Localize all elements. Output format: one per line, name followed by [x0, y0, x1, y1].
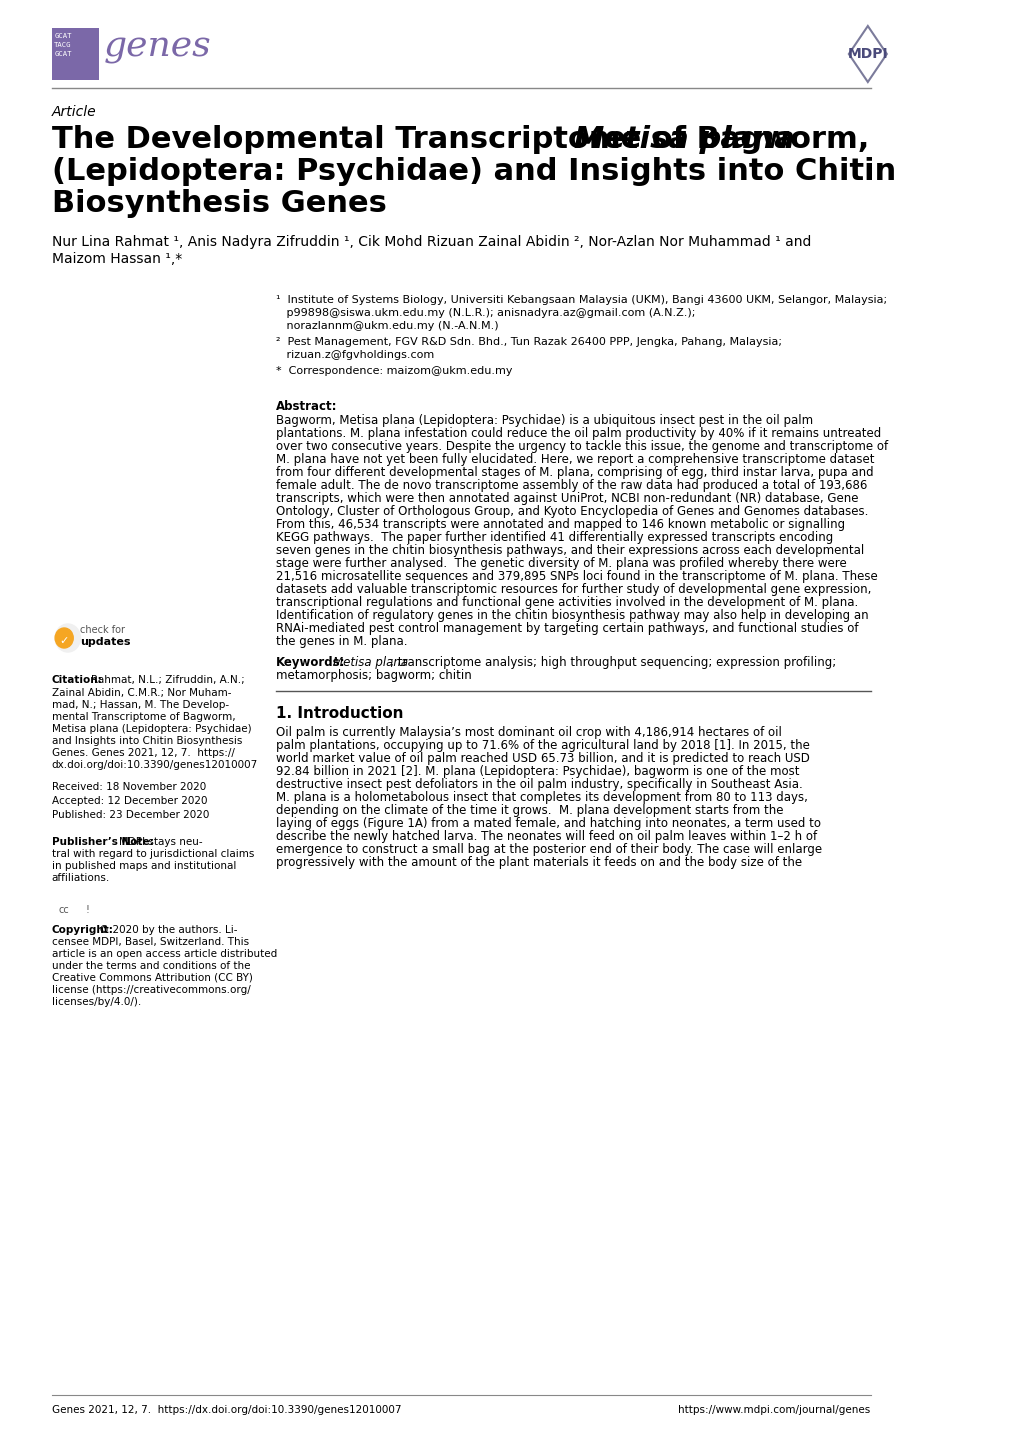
- Text: © 2020 by the authors. Li-: © 2020 by the authors. Li-: [99, 924, 236, 934]
- Text: cc: cc: [59, 906, 69, 916]
- Text: plantations. M. plana infestation could reduce the oil palm productivity by 40% : plantations. M. plana infestation could …: [275, 427, 880, 440]
- Text: censee MDPI, Basel, Switzerland. This: censee MDPI, Basel, Switzerland. This: [52, 937, 249, 947]
- Text: p99898@siswa.ukm.edu.my (N.L.R.); anisnadyra.az@gmail.com (A.N.Z.);: p99898@siswa.ukm.edu.my (N.L.R.); anisna…: [275, 309, 694, 319]
- Text: transcriptional regulations and functional gene activities involved in the devel: transcriptional regulations and function…: [275, 596, 857, 609]
- Text: Identification of regulatory genes in the chitin biosynthesis pathway may also h: Identification of regulatory genes in th…: [275, 609, 867, 622]
- Text: Received: 18 November 2020: Received: 18 November 2020: [52, 782, 206, 792]
- Text: under the terms and conditions of the: under the terms and conditions of the: [52, 960, 250, 970]
- Text: https://www.mdpi.com/journal/genes: https://www.mdpi.com/journal/genes: [678, 1405, 869, 1415]
- Text: Abstract:: Abstract:: [275, 399, 337, 412]
- Text: Published: 23 December 2020: Published: 23 December 2020: [52, 810, 209, 820]
- Text: *  Correspondence: maizom@ukm.edu.my: * Correspondence: maizom@ukm.edu.my: [275, 366, 512, 376]
- Text: Genes. Genes 2021, 12, 7.  https://: Genes. Genes 2021, 12, 7. https://: [52, 748, 234, 758]
- Text: updates: updates: [81, 637, 130, 647]
- Text: Citation:: Citation:: [52, 675, 102, 685]
- Text: !: !: [86, 906, 90, 916]
- Text: dx.doi.org/doi:10.3390/genes12010007: dx.doi.org/doi:10.3390/genes12010007: [52, 760, 258, 770]
- Text: license (https://creativecommons.org/: license (https://creativecommons.org/: [52, 985, 250, 995]
- Text: affiliations.: affiliations.: [52, 872, 110, 883]
- Text: over two consecutive years. Despite the urgency to tackle this issue, the genome: over two consecutive years. Despite the …: [275, 440, 887, 453]
- Text: Metisa plana (Lepidoptera: Psychidae): Metisa plana (Lepidoptera: Psychidae): [52, 724, 251, 734]
- Text: Nur Lina Rahmat ¹, Anis Nadyra Zifruddin ¹, Cik Mohd Rizuan Zainal Abidin ², Nor: Nur Lina Rahmat ¹, Anis Nadyra Zifruddin…: [52, 235, 810, 249]
- Text: From this, 46,534 transcripts were annotated and mapped to 146 known metabolic o: From this, 46,534 transcripts were annot…: [275, 518, 844, 531]
- Text: transcripts, which were then annotated against UniProt, NCBI non-redundant (NR) : transcripts, which were then annotated a…: [275, 492, 857, 505]
- Text: Creative Commons Attribution (CC BY): Creative Commons Attribution (CC BY): [52, 973, 252, 983]
- Text: Ontology, Cluster of Orthologous Group, and Kyoto Encyclopedia of Genes and Geno: Ontology, Cluster of Orthologous Group, …: [275, 505, 867, 518]
- Text: 92.84 billion in 2021 [2]. M. plana (Lepidoptera: Psychidae), bagworm is one of : 92.84 billion in 2021 [2]. M. plana (Lep…: [275, 766, 799, 779]
- Text: GCAT: GCAT: [54, 50, 71, 58]
- Text: the genes in M. plana.: the genes in M. plana.: [275, 634, 407, 647]
- Text: Biosynthesis Genes: Biosynthesis Genes: [52, 189, 386, 218]
- Text: Zainal Abidin, C.M.R.; Nor Muham-: Zainal Abidin, C.M.R.; Nor Muham-: [52, 688, 230, 698]
- Text: destructive insect pest defoliators in the oil palm industry, specifically in So: destructive insect pest defoliators in t…: [275, 779, 802, 792]
- Text: Copyright:: Copyright:: [52, 924, 113, 934]
- Text: and Insights into Chitin Biosynthesis: and Insights into Chitin Biosynthesis: [52, 735, 242, 746]
- Text: datasets add valuable transcriptomic resources for further study of developmenta: datasets add valuable transcriptomic res…: [275, 583, 870, 596]
- Text: Metisa plana: Metisa plana: [332, 656, 408, 669]
- Text: emergence to construct a small bag at the posterior end of their body. The case : emergence to construct a small bag at th…: [275, 844, 821, 857]
- Text: licenses/by/4.0/).: licenses/by/4.0/).: [52, 996, 141, 1007]
- Text: MDPI stays neu-: MDPI stays neu-: [119, 836, 203, 846]
- Text: 21,516 microsatellite sequences and 379,895 SNPs loci found in the transcriptome: 21,516 microsatellite sequences and 379,…: [275, 570, 876, 583]
- Text: article is an open access article distributed: article is an open access article distri…: [52, 949, 276, 959]
- Circle shape: [55, 629, 73, 647]
- Text: female adult. The de novo transcriptome assembly of the raw data had produced a : female adult. The de novo transcriptome …: [275, 479, 866, 492]
- Text: mental Transcriptome of Bagworm,: mental Transcriptome of Bagworm,: [52, 712, 235, 722]
- Text: Maizom Hassan ¹,*: Maizom Hassan ¹,*: [52, 252, 181, 265]
- Text: Keywords:: Keywords:: [275, 656, 344, 669]
- Text: seven genes in the chitin biosynthesis pathways, and their expressions across ea: seven genes in the chitin biosynthesis p…: [275, 544, 863, 557]
- Text: check for: check for: [81, 624, 125, 634]
- Text: TACG: TACG: [54, 42, 71, 48]
- Text: Article: Article: [52, 105, 96, 120]
- Text: from four different developmental stages of M. plana, comprising of egg, third i: from four different developmental stages…: [275, 466, 872, 479]
- Text: ²  Pest Management, FGV R&D Sdn. Bhd., Tun Razak 26400 PPP, Jengka, Pahang, Mala: ² Pest Management, FGV R&D Sdn. Bhd., Tu…: [275, 337, 781, 348]
- Text: ✓: ✓: [59, 636, 69, 646]
- Text: metamorphosis; bagworm; chitin: metamorphosis; bagworm; chitin: [275, 669, 471, 682]
- Text: Genes 2021, 12, 7.  https://dx.doi.org/doi:10.3390/genes12010007: Genes 2021, 12, 7. https://dx.doi.org/do…: [52, 1405, 400, 1415]
- Text: rizuan.z@fgvholdings.com: rizuan.z@fgvholdings.com: [275, 350, 433, 360]
- Text: GCAT: GCAT: [54, 33, 71, 39]
- Text: Rahmat, N.L.; Zifruddin, A.N.;: Rahmat, N.L.; Zifruddin, A.N.;: [92, 675, 245, 685]
- Text: genes: genes: [104, 30, 211, 63]
- Text: norazlannm@ukm.edu.my (N.-A.N.M.): norazlannm@ukm.edu.my (N.-A.N.M.): [275, 322, 498, 332]
- Text: KEGG pathways.  The paper further identified 41 differentially expressed transcr: KEGG pathways. The paper further identif…: [275, 531, 833, 544]
- Text: progressively with the amount of the plant materials it feeds on and the body si: progressively with the amount of the pla…: [275, 857, 801, 870]
- Text: (Lepidoptera: Psychidae) and Insights into Chitin: (Lepidoptera: Psychidae) and Insights in…: [52, 157, 895, 186]
- Text: world market value of oil palm reached USD 65.73 billion, and it is predicted to: world market value of oil palm reached U…: [275, 751, 809, 766]
- Text: 1. Introduction: 1. Introduction: [275, 707, 403, 721]
- Text: stage were further analysed.  The genetic diversity of M. plana was profiled whe: stage were further analysed. The genetic…: [275, 557, 846, 570]
- Text: ¹  Institute of Systems Biology, Universiti Kebangsaan Malaysia (UKM), Bangi 436: ¹ Institute of Systems Biology, Universi…: [275, 296, 886, 306]
- Text: ; transcriptome analysis; high throughput sequencing; expression profiling;: ; transcriptome analysis; high throughpu…: [389, 656, 835, 669]
- FancyBboxPatch shape: [52, 27, 99, 79]
- Text: RNAi-mediated pest control management by targeting certain pathways, and functio: RNAi-mediated pest control management by…: [275, 622, 857, 634]
- Text: palm plantations, occupying up to 71.6% of the agricultural land by 2018 [1]. In: palm plantations, occupying up to 71.6% …: [275, 738, 809, 751]
- Text: M. plana have not yet been fully elucidated. Here, we report a comprehensive tra: M. plana have not yet been fully elucida…: [275, 453, 873, 466]
- Text: mad, N.; Hassan, M. The Develop-: mad, N.; Hassan, M. The Develop-: [52, 699, 228, 709]
- Text: describe the newly hatched larva. The neonates will feed on oil palm leaves with: describe the newly hatched larva. The ne…: [275, 831, 816, 844]
- Circle shape: [55, 624, 81, 652]
- Text: MDPI: MDPI: [847, 48, 888, 61]
- Text: Publisher’s Note:: Publisher’s Note:: [52, 836, 153, 846]
- Text: laying of eggs (Figure 1A) from a mated female, and hatching into neonates, a te: laying of eggs (Figure 1A) from a mated …: [275, 818, 820, 831]
- Text: depending on the climate of the time it grows.  M. plana development starts from: depending on the climate of the time it …: [275, 805, 783, 818]
- Text: in published maps and institutional: in published maps and institutional: [52, 861, 235, 871]
- Text: The Developmental Transcriptome of Bagworm,: The Developmental Transcriptome of Bagwo…: [52, 125, 878, 154]
- Text: Accepted: 12 December 2020: Accepted: 12 December 2020: [52, 796, 207, 806]
- Text: Bagworm, Metisa plana (Lepidoptera: Psychidae) is a ubiquitous insect pest in th: Bagworm, Metisa plana (Lepidoptera: Psyc…: [275, 414, 812, 427]
- Text: Metisa plana: Metisa plana: [574, 125, 794, 154]
- Text: Oil palm is currently Malaysia’s most dominant oil crop with 4,186,914 hectares : Oil palm is currently Malaysia’s most do…: [275, 725, 781, 738]
- Text: M. plana is a holometabolous insect that completes its development from 80 to 11: M. plana is a holometabolous insect that…: [275, 792, 807, 805]
- Text: tral with regard to jurisdictional claims: tral with regard to jurisdictional claim…: [52, 849, 254, 859]
